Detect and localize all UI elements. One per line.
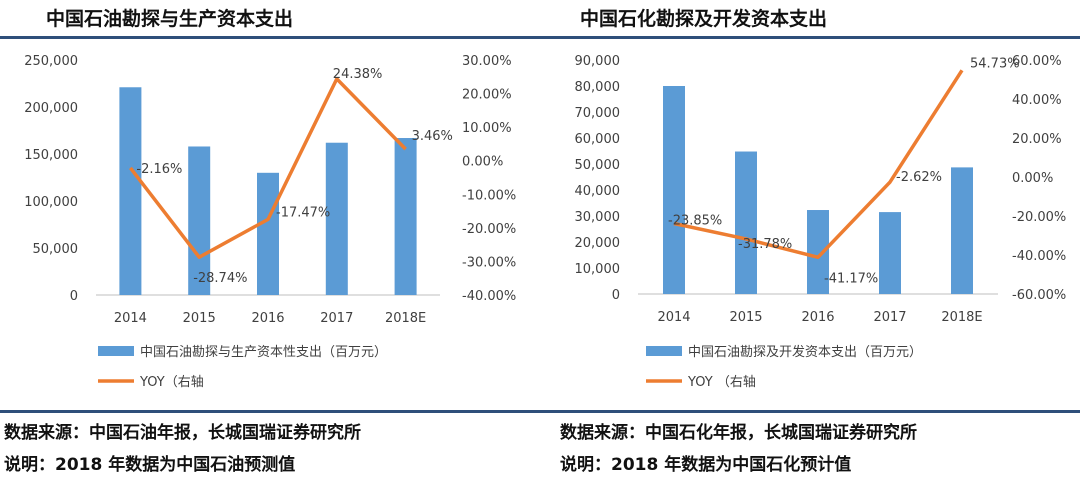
legend-bar-swatch xyxy=(646,346,682,356)
left-axis-tick-label: 20,000 xyxy=(575,236,621,251)
left-axis-tick-label: 250,000 xyxy=(24,54,78,69)
left-axis-tick-label: 50,000 xyxy=(575,158,621,173)
right-note-text: 说明：2018 年数据为中国石化预计值 xyxy=(560,455,852,475)
right-axis-tick-label: 30.00% xyxy=(462,54,512,69)
yoy-data-label: -17.47% xyxy=(276,205,330,220)
right-axis-tick-label: -30.00% xyxy=(462,255,516,270)
bottom-divider xyxy=(0,410,1080,413)
left-axis-tick-label: 60,000 xyxy=(575,132,621,147)
yoy-line xyxy=(129,77,407,259)
bar xyxy=(325,142,348,295)
sinopec-capex-chart: 0 10,000 20,000 30,000 40,000 50,000 60,000 70,… xyxy=(575,54,1067,390)
right-axis-tick-label: 10.00% xyxy=(462,121,512,136)
bar xyxy=(394,138,417,295)
category-label: 2014 xyxy=(114,311,147,326)
category-label: 2015 xyxy=(183,311,216,326)
left-axis-tick-label: 50,000 xyxy=(33,242,79,257)
left-axis-tick-label: 150,000 xyxy=(24,148,78,163)
right-axis-tick-label: 40.00% xyxy=(1012,93,1062,108)
yoy-data-label: -23.85% xyxy=(668,214,722,229)
right-axis-tick-label: 60.00% xyxy=(1012,54,1062,69)
yoy-data-label: -2.62% xyxy=(896,170,942,185)
yoy-data-label: -31.78% xyxy=(738,237,792,252)
right-axis-tick-label: -20.00% xyxy=(1012,210,1066,225)
bar xyxy=(879,212,901,294)
bar xyxy=(735,151,757,294)
left-axis-tick-label: 100,000 xyxy=(24,195,78,210)
top-divider xyxy=(0,36,1080,39)
legend-bar-label: 中国石油勘探及开发资本支出（百万元） xyxy=(688,344,922,360)
petrochina-capex-chart: 0 50,000 100,000 150,000 200,000 250,000 -40.0… xyxy=(24,54,516,390)
right-axis-tick-label: 20.00% xyxy=(462,88,512,103)
right-chart-title: 中国石化勘探及开发资本支出 xyxy=(580,8,828,30)
bar xyxy=(119,87,142,295)
category-label: 2017 xyxy=(873,310,906,325)
right-source-text: 数据来源：中国石化年报，长城国瑞证券研究所 xyxy=(560,423,917,443)
left-chart-title: 中国石油勘探与生产资本支出 xyxy=(46,8,294,30)
yoy-line xyxy=(673,69,964,260)
right-axis-tick-label: -20.00% xyxy=(462,222,516,237)
legend-line-label: YOY（右轴 xyxy=(139,375,204,390)
left-axis-tick-label: 10,000 xyxy=(575,262,621,277)
legend-bar-label: 中国石油勘探与生产资本性支出（百万元） xyxy=(140,345,387,360)
category-label: 2017 xyxy=(320,311,353,326)
left-axis-tick-label: 80,000 xyxy=(575,80,621,95)
right-axis-tick-label: 20.00% xyxy=(1012,132,1062,147)
left-axis-tick-label: 40,000 xyxy=(575,184,621,199)
yoy-data-label: 3.46% xyxy=(412,129,453,144)
category-label: 2016 xyxy=(801,310,834,325)
yoy-data-label: 24.38% xyxy=(333,67,383,82)
bar xyxy=(188,146,211,295)
category-label: 2016 xyxy=(251,311,284,326)
category-label: 2018E xyxy=(385,311,426,326)
bar xyxy=(807,210,829,294)
category-label: 2018E xyxy=(941,310,982,325)
category-label: 2014 xyxy=(657,310,690,325)
yoy-data-label: -41.17% xyxy=(824,271,878,286)
right-axis-tick-label: -40.00% xyxy=(462,289,516,304)
left-axis-tick-label: 90,000 xyxy=(575,54,621,69)
legend-bar-swatch xyxy=(98,346,134,356)
legend-line-label: YOY （右轴 xyxy=(687,375,756,390)
right-axis-tick-label: -10.00% xyxy=(462,188,516,203)
left-axis-tick-label: 30,000 xyxy=(575,210,621,225)
right-axis-tick-label: 0.00% xyxy=(462,155,503,170)
category-label: 2015 xyxy=(729,310,762,325)
right-axis-tick-label: -60.00% xyxy=(1012,288,1066,303)
bar xyxy=(951,167,973,294)
yoy-data-label: -28.74% xyxy=(193,271,247,286)
right-axis-tick-label: 0.00% xyxy=(1012,171,1053,186)
left-axis-tick-label: 70,000 xyxy=(575,106,621,121)
left-axis-tick-label: 0 xyxy=(612,288,620,303)
left-axis-tick-label: 200,000 xyxy=(24,101,78,116)
yoy-data-label: -2.16% xyxy=(136,162,182,177)
left-note-text: 说明：2018 年数据为中国石油预测值 xyxy=(4,455,296,475)
right-axis-tick-label: -40.00% xyxy=(1012,249,1066,264)
left-axis-tick-label: 0 xyxy=(70,289,78,304)
bar xyxy=(663,86,685,294)
yoy-data-label: 54.73% xyxy=(970,56,1020,71)
left-source-text: 数据来源：中国石油年报，长城国瑞证券研究所 xyxy=(4,423,361,443)
bar xyxy=(257,172,279,295)
